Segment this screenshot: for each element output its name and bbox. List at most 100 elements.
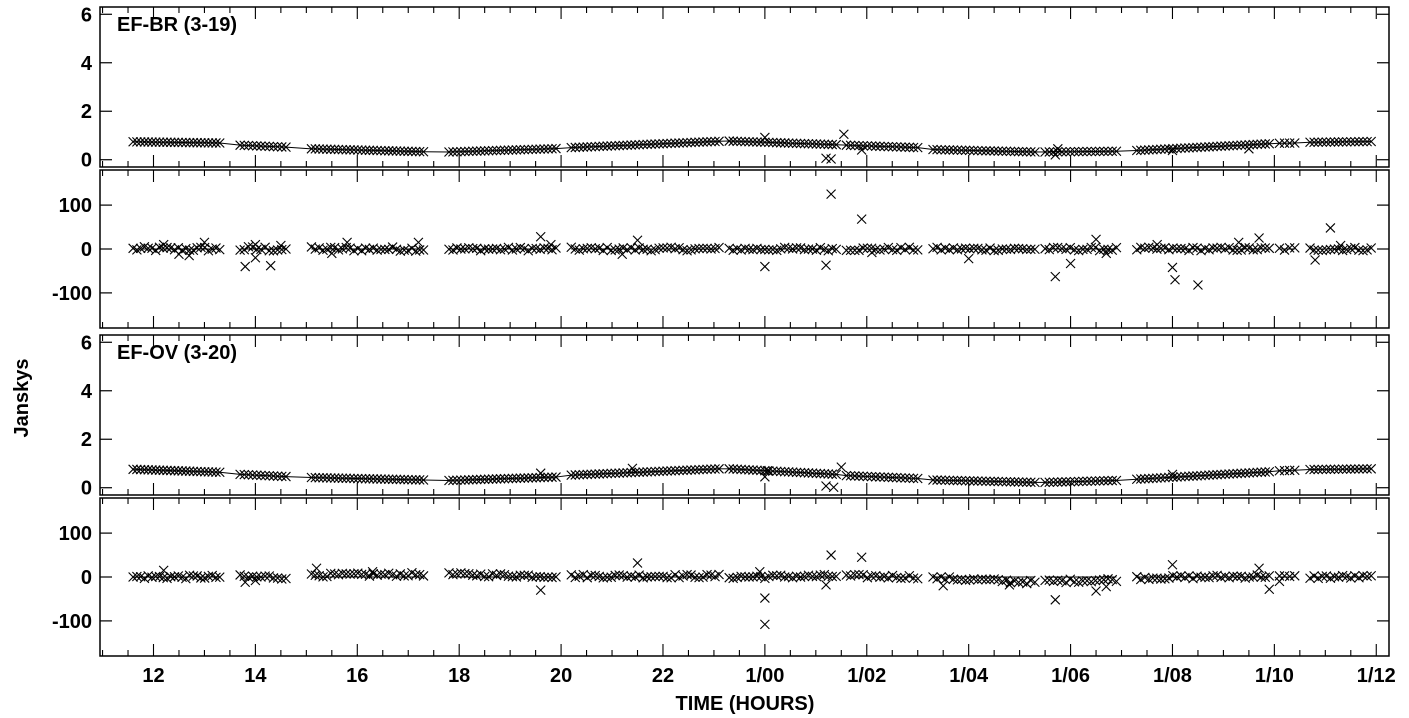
amplitude-point [387, 474, 398, 485]
amplitude-point-stroke [356, 473, 367, 484]
amplitude-point-stroke [1013, 146, 1024, 157]
phase-point [1168, 243, 1178, 253]
amplitude-point [702, 136, 712, 147]
amplitude-point-stroke [748, 136, 758, 147]
phase-outlier-point-stroke [1193, 280, 1203, 290]
phase-point-stroke [858, 569, 869, 580]
phase-point-stroke [566, 570, 577, 580]
phase-point [395, 246, 406, 256]
y-tick-label: 4 [81, 381, 93, 403]
amplitude-point [1329, 464, 1340, 475]
phase-point-stroke [247, 571, 258, 582]
amplitude-outlier-point-stroke [821, 153, 831, 164]
phase-point-stroke [471, 243, 482, 254]
phase-outlier-point [856, 552, 867, 563]
phase-point [904, 242, 915, 253]
amplitude-point [547, 472, 557, 483]
phase-point [211, 572, 221, 583]
amplitude-point [787, 467, 798, 478]
phase-point-stroke [803, 244, 814, 254]
amplitude-point-stroke [1077, 476, 1088, 487]
phase-point-stroke [763, 571, 774, 582]
amplitude-point [1135, 145, 1146, 156]
amplitude-point-stroke [495, 145, 506, 156]
phase-point-stroke [459, 243, 470, 254]
phase-point [169, 571, 180, 582]
amplitude-outlier-point-stroke [836, 462, 847, 473]
amplitude-point [1252, 467, 1263, 478]
amplitude-point [845, 140, 856, 151]
phase-point-stroke [759, 244, 770, 255]
amplitude-point-stroke [570, 142, 581, 153]
phase-point-stroke [815, 570, 826, 581]
amplitude-point-stroke [260, 470, 271, 481]
amplitude-point [807, 138, 818, 149]
amplitude-point-stroke [403, 146, 413, 157]
amplitude-point [239, 140, 250, 151]
amplitude-point [1176, 471, 1186, 482]
amplitude-point [247, 470, 258, 480]
amplitude-point-stroke [1151, 144, 1162, 155]
amplitude-point [710, 136, 720, 147]
phase-point-stroke [866, 243, 877, 254]
amplitude-outlier-point-stroke [762, 465, 773, 476]
amplitude-point [395, 474, 406, 485]
amplitude-point [211, 138, 221, 148]
phase-outlier-point [1264, 584, 1275, 595]
amplitude-point [180, 137, 191, 148]
amplitude-point [1362, 136, 1372, 147]
phase-point [1111, 576, 1122, 587]
amplitude-point-stroke [952, 145, 963, 156]
amplitude-point-stroke [243, 469, 254, 480]
amplitude-point [1240, 468, 1251, 478]
amplitude-point [207, 467, 218, 477]
phase-point [531, 571, 542, 582]
amplitude-point [775, 466, 786, 477]
amplitude-point-stroke [650, 466, 661, 477]
amplitude-point-stroke [139, 464, 150, 475]
phase-point-stroke [724, 572, 735, 583]
amplitude-point [1337, 464, 1348, 475]
amplitude-point-stroke [310, 144, 321, 154]
amplitude-point [368, 473, 379, 484]
amplitude-point [1224, 140, 1235, 151]
phase-point-stroke [904, 570, 915, 581]
phase-point-stroke [169, 571, 180, 582]
phase-outlier-point-stroke [275, 240, 286, 251]
phase-point-stroke [376, 569, 386, 580]
phase-point [1135, 242, 1146, 253]
amplitude-point [670, 465, 680, 476]
phase-point-stroke [1077, 244, 1088, 255]
amplitude-point [337, 144, 348, 155]
model-line [917, 478, 934, 481]
amplitude-point-stroke [207, 138, 218, 148]
amplitude-point [487, 145, 498, 156]
amplitude-point [887, 141, 898, 152]
amplitude-point [483, 145, 494, 156]
phase-point [819, 244, 830, 255]
phase-point-stroke [1232, 571, 1243, 582]
amplitude-point-stroke [678, 465, 688, 476]
amplitude-point-stroke [169, 465, 180, 476]
phase-point [455, 567, 466, 578]
phase-point [1030, 577, 1040, 588]
amplitude-point [678, 465, 688, 476]
amplitude-point-stroke [952, 475, 963, 486]
phase-point-stroke [896, 573, 906, 584]
phase-point [666, 572, 676, 583]
amplitude-point-stroke [896, 472, 906, 483]
amplitude-point-stroke [791, 138, 802, 149]
amplitude-point-stroke [827, 469, 838, 480]
amplitude-point-stroke [771, 137, 782, 148]
amplitude-point-stroke [1168, 143, 1178, 154]
amplitude-point [276, 471, 287, 482]
amplitude-point-stroke [515, 473, 526, 484]
amplitude-point [694, 137, 704, 148]
phase-point [654, 571, 665, 582]
amplitude-point-stroke [586, 469, 597, 480]
amplitude-point-stroke [736, 136, 746, 147]
amplitude-point-stroke [744, 136, 754, 147]
amplitude-point [1090, 146, 1101, 157]
amplitude-point [128, 136, 139, 147]
amplitude-outlier-point [1052, 143, 1063, 154]
